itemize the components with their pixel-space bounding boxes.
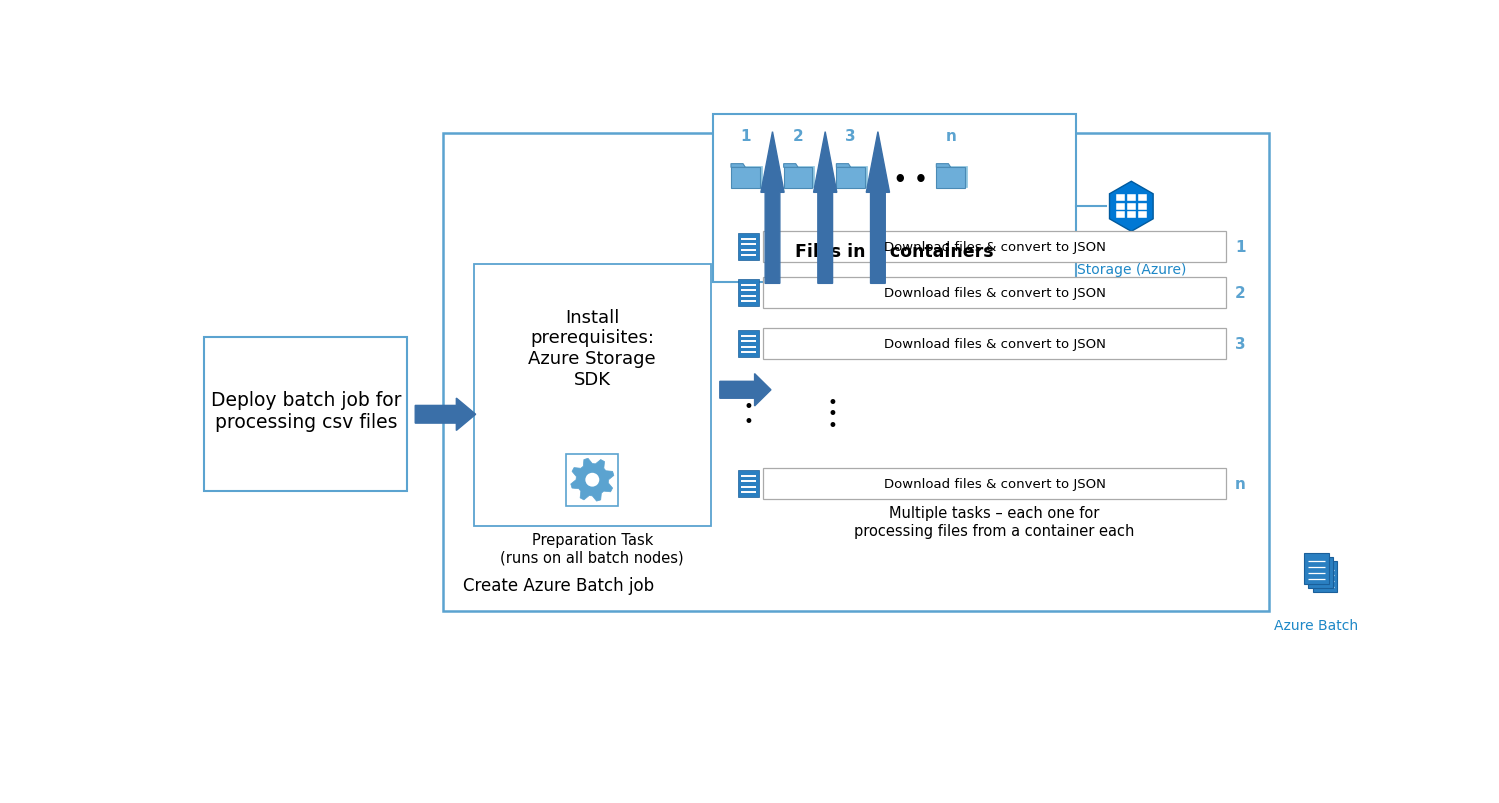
Text: 1: 1 [1235, 239, 1246, 255]
Text: 2: 2 [793, 128, 803, 144]
Text: •: • [827, 417, 838, 434]
Polygon shape [814, 132, 836, 284]
Text: 3: 3 [845, 128, 856, 144]
Polygon shape [415, 398, 475, 431]
Text: •: • [744, 413, 754, 430]
Text: 2: 2 [1235, 286, 1246, 301]
FancyBboxPatch shape [733, 167, 761, 188]
Text: Files in n containers: Files in n containers [794, 243, 994, 261]
FancyBboxPatch shape [739, 330, 758, 358]
Text: Download files & convert to JSON: Download files & convert to JSON [883, 478, 1105, 491]
Text: Download files & convert to JSON: Download files & convert to JSON [883, 241, 1105, 254]
FancyBboxPatch shape [1138, 212, 1147, 219]
Polygon shape [836, 165, 851, 168]
Polygon shape [732, 165, 745, 168]
Text: 3: 3 [1235, 336, 1246, 352]
Circle shape [585, 473, 600, 487]
Text: Download files & convert to JSON: Download files & convert to JSON [883, 287, 1105, 300]
Text: •: • [744, 397, 754, 415]
FancyBboxPatch shape [937, 168, 965, 189]
Polygon shape [1109, 182, 1153, 232]
FancyBboxPatch shape [474, 265, 711, 526]
FancyBboxPatch shape [567, 454, 619, 506]
FancyBboxPatch shape [1115, 204, 1126, 210]
FancyBboxPatch shape [1127, 212, 1136, 219]
Text: Create Azure Batch job: Create Azure Batch job [463, 576, 654, 594]
FancyBboxPatch shape [739, 279, 758, 307]
FancyBboxPatch shape [444, 134, 1268, 611]
FancyBboxPatch shape [763, 278, 1226, 308]
FancyBboxPatch shape [763, 232, 1226, 263]
Text: Azure Batch: Azure Batch [1274, 618, 1358, 633]
FancyBboxPatch shape [1313, 561, 1337, 593]
FancyBboxPatch shape [739, 233, 758, 261]
Text: 1: 1 [741, 128, 751, 144]
Text: Storage (Azure): Storage (Azure) [1076, 263, 1186, 276]
Text: n: n [946, 128, 956, 144]
FancyBboxPatch shape [1138, 195, 1147, 202]
Polygon shape [784, 165, 797, 168]
Text: Multiple tasks – each one for
processing files from a container each: Multiple tasks – each one for processing… [854, 506, 1135, 538]
FancyBboxPatch shape [204, 338, 408, 491]
FancyBboxPatch shape [1304, 553, 1330, 584]
Text: Download files & convert to JSON: Download files & convert to JSON [883, 337, 1105, 350]
Text: Preparation Task
(runs on all batch nodes): Preparation Task (runs on all batch node… [501, 532, 684, 565]
FancyBboxPatch shape [763, 469, 1226, 499]
FancyBboxPatch shape [1127, 204, 1136, 210]
Text: n: n [1235, 476, 1246, 491]
FancyBboxPatch shape [1309, 557, 1333, 589]
FancyBboxPatch shape [836, 168, 865, 189]
FancyBboxPatch shape [732, 168, 760, 189]
Text: • • •: • • • [874, 170, 928, 190]
Polygon shape [720, 374, 770, 406]
Text: Deploy batch job for
processing csv files: Deploy batch job for processing csv file… [211, 390, 402, 431]
FancyBboxPatch shape [1127, 195, 1136, 202]
FancyBboxPatch shape [763, 328, 1226, 360]
Polygon shape [571, 459, 615, 502]
FancyBboxPatch shape [784, 168, 812, 189]
Text: Install
prerequisites:
Azure Storage
SDK: Install prerequisites: Azure Storage SDK [529, 308, 657, 389]
FancyBboxPatch shape [1138, 204, 1147, 210]
FancyBboxPatch shape [739, 470, 758, 498]
FancyBboxPatch shape [1115, 195, 1126, 202]
FancyBboxPatch shape [938, 167, 967, 188]
Polygon shape [866, 132, 889, 284]
Text: •: • [827, 393, 838, 411]
Polygon shape [937, 165, 950, 168]
Text: •: • [827, 405, 838, 423]
FancyBboxPatch shape [785, 167, 814, 188]
FancyBboxPatch shape [838, 167, 866, 188]
FancyBboxPatch shape [714, 115, 1075, 283]
Polygon shape [761, 132, 784, 284]
FancyBboxPatch shape [1115, 212, 1126, 219]
